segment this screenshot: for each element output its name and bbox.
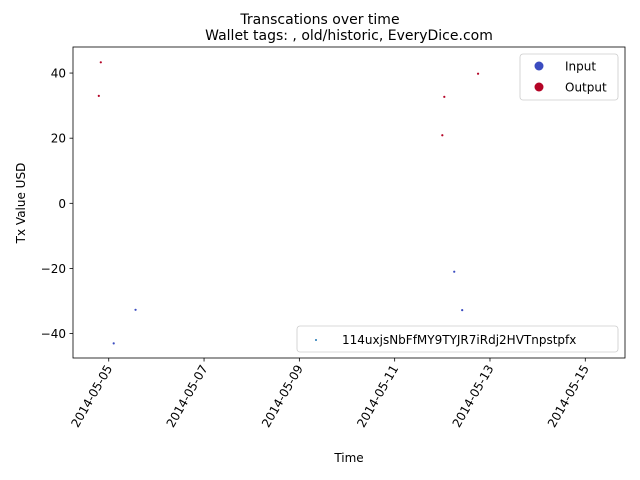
x-tick-label: 2014-05-07	[164, 363, 211, 430]
x-tick-label: 2014-05-09	[259, 363, 306, 430]
y-tick-label: 20	[51, 132, 66, 146]
x-axis-ticks: 2014-05-05 2014-05-07 2014-05-09 2014-05-11…	[68, 358, 592, 430]
x-tick-label: 2014-05-05	[68, 363, 115, 430]
legend-input-label: Input	[565, 60, 596, 74]
y-tick-label: −20	[41, 262, 66, 276]
legend-input-marker	[534, 61, 544, 71]
plot-frame	[72, 46, 626, 359]
data-point-input	[134, 308, 137, 311]
y-tick-label: 0	[58, 197, 66, 211]
data-point-output	[441, 134, 444, 137]
legend-output-marker	[534, 82, 544, 92]
data-point-output	[476, 72, 480, 75]
legend-series-marker	[315, 339, 317, 341]
legend-hue: Input Output	[519, 53, 619, 101]
data-point-input	[453, 270, 456, 273]
x-tick-label: 2014-05-11	[354, 363, 401, 430]
x-axis-label: Time	[333, 451, 363, 465]
y-tick-label: −40	[41, 327, 66, 341]
x-tick-label: 2014-05-15	[545, 363, 592, 430]
legend-hue-box	[519, 53, 619, 101]
y-tick-label: 40	[51, 67, 66, 81]
y-axis-ticks: −40 −20 0 20 40	[41, 67, 73, 341]
x-tick-label: 2014-05-13	[450, 363, 497, 430]
data-points	[97, 61, 480, 345]
legend-series: 114uxjsNbFfMY9TYJR7iRdj2HVTnpstpfx	[296, 325, 619, 353]
data-point-output	[443, 95, 446, 98]
data-point-output	[99, 61, 102, 64]
legend-series-label: 114uxjsNbFfMY9TYJR7iRdj2HVTnpstpfx	[342, 333, 576, 347]
data-point-input	[112, 342, 115, 345]
chart-title: Transcations over time	[239, 12, 399, 28]
data-point-input	[461, 309, 464, 312]
chart-subtitle: Wallet tags: , old/historic, EveryDice.c…	[205, 28, 493, 44]
legend-series-box	[296, 325, 619, 353]
data-point-output	[97, 94, 100, 97]
y-axis-label: Tx Value USD	[14, 163, 28, 245]
legend-output-label: Output	[565, 81, 607, 95]
